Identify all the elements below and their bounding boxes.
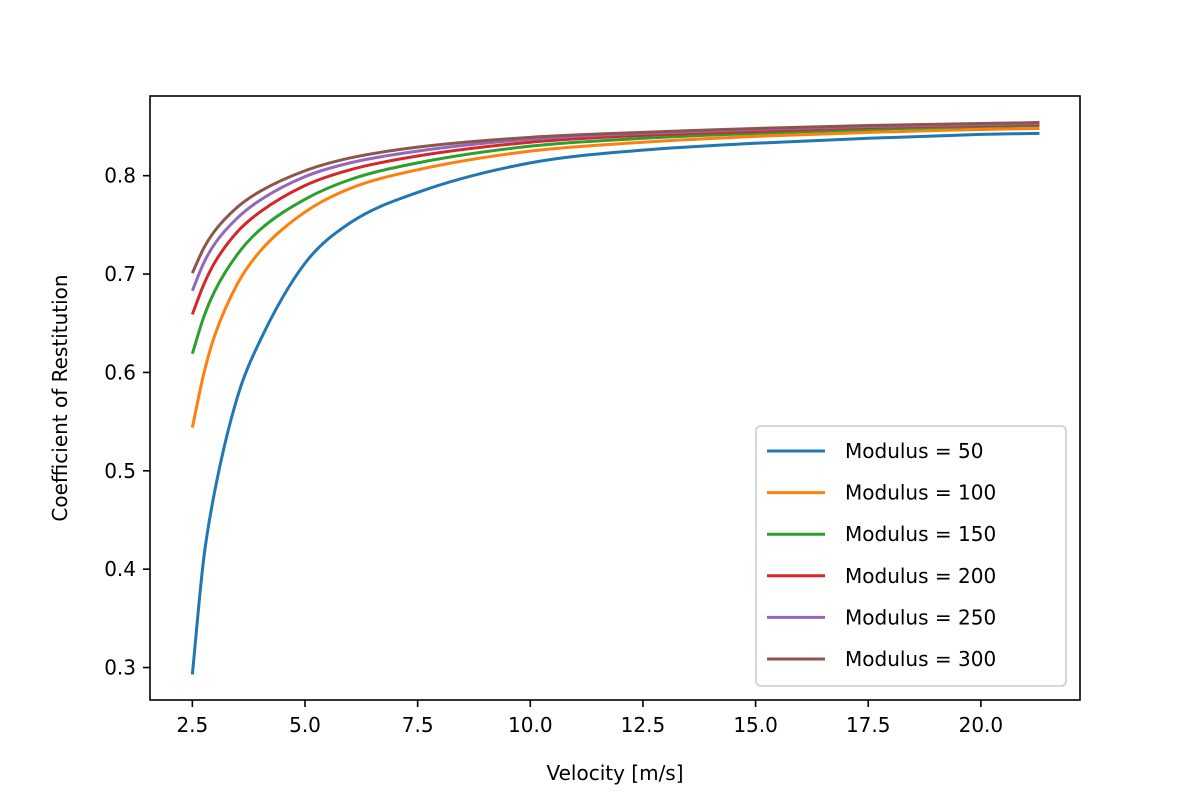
series-line-1 [190, 131, 1040, 675]
y-axis: 0.3 0.4 0.5 0.6 0.7 0.8 [104, 164, 150, 680]
legend-label: Modulus = 150 [845, 522, 996, 546]
x-tick-label: 20.0 [959, 713, 1004, 737]
legend-label: Modulus = 100 [845, 481, 996, 505]
x-tick-label: 17.5 [846, 713, 891, 737]
series-line-6 [190, 121, 1040, 274]
series-line-3 [190, 124, 1040, 355]
y-tick-label: 0.4 [104, 557, 136, 581]
x-tick-label: 5.0 [289, 713, 321, 737]
legend-label: Modulus = 200 [845, 564, 996, 588]
x-tick-label: 12.5 [621, 713, 666, 737]
x-tick-label: 2.5 [176, 713, 208, 737]
plot-frame [149, 95, 1081, 701]
y-tick-label: 0.7 [104, 262, 136, 286]
plot-lines [190, 121, 1040, 675]
y-axis-label: Coefficient of Restitution [48, 274, 72, 521]
series-line-2 [190, 126, 1040, 428]
y-tick-label: 0.6 [104, 360, 136, 384]
x-tick-label: 10.0 [508, 713, 553, 737]
x-tick-label: 7.5 [402, 713, 434, 737]
legend: Modulus = 50 Modulus = 100 Modulus = 150 Mo… [755, 425, 1067, 687]
y-tick-label: 0.8 [104, 164, 136, 188]
legend-label: Modulus = 50 [845, 439, 983, 463]
x-axis: 2.5 5.0 7.5 10.0 12.5 15.0 17.5 20.0 [176, 700, 1003, 737]
x-tick-label: 15.0 [733, 713, 778, 737]
legend-box [755, 425, 1067, 687]
y-tick-label: 0.5 [104, 459, 136, 483]
legend-label: Modulus = 300 [845, 647, 996, 671]
y-tick-label: 0.3 [104, 656, 136, 680]
x-axis-label: Velocity [m/s] [546, 761, 683, 785]
legend-label: Modulus = 250 [845, 605, 996, 629]
